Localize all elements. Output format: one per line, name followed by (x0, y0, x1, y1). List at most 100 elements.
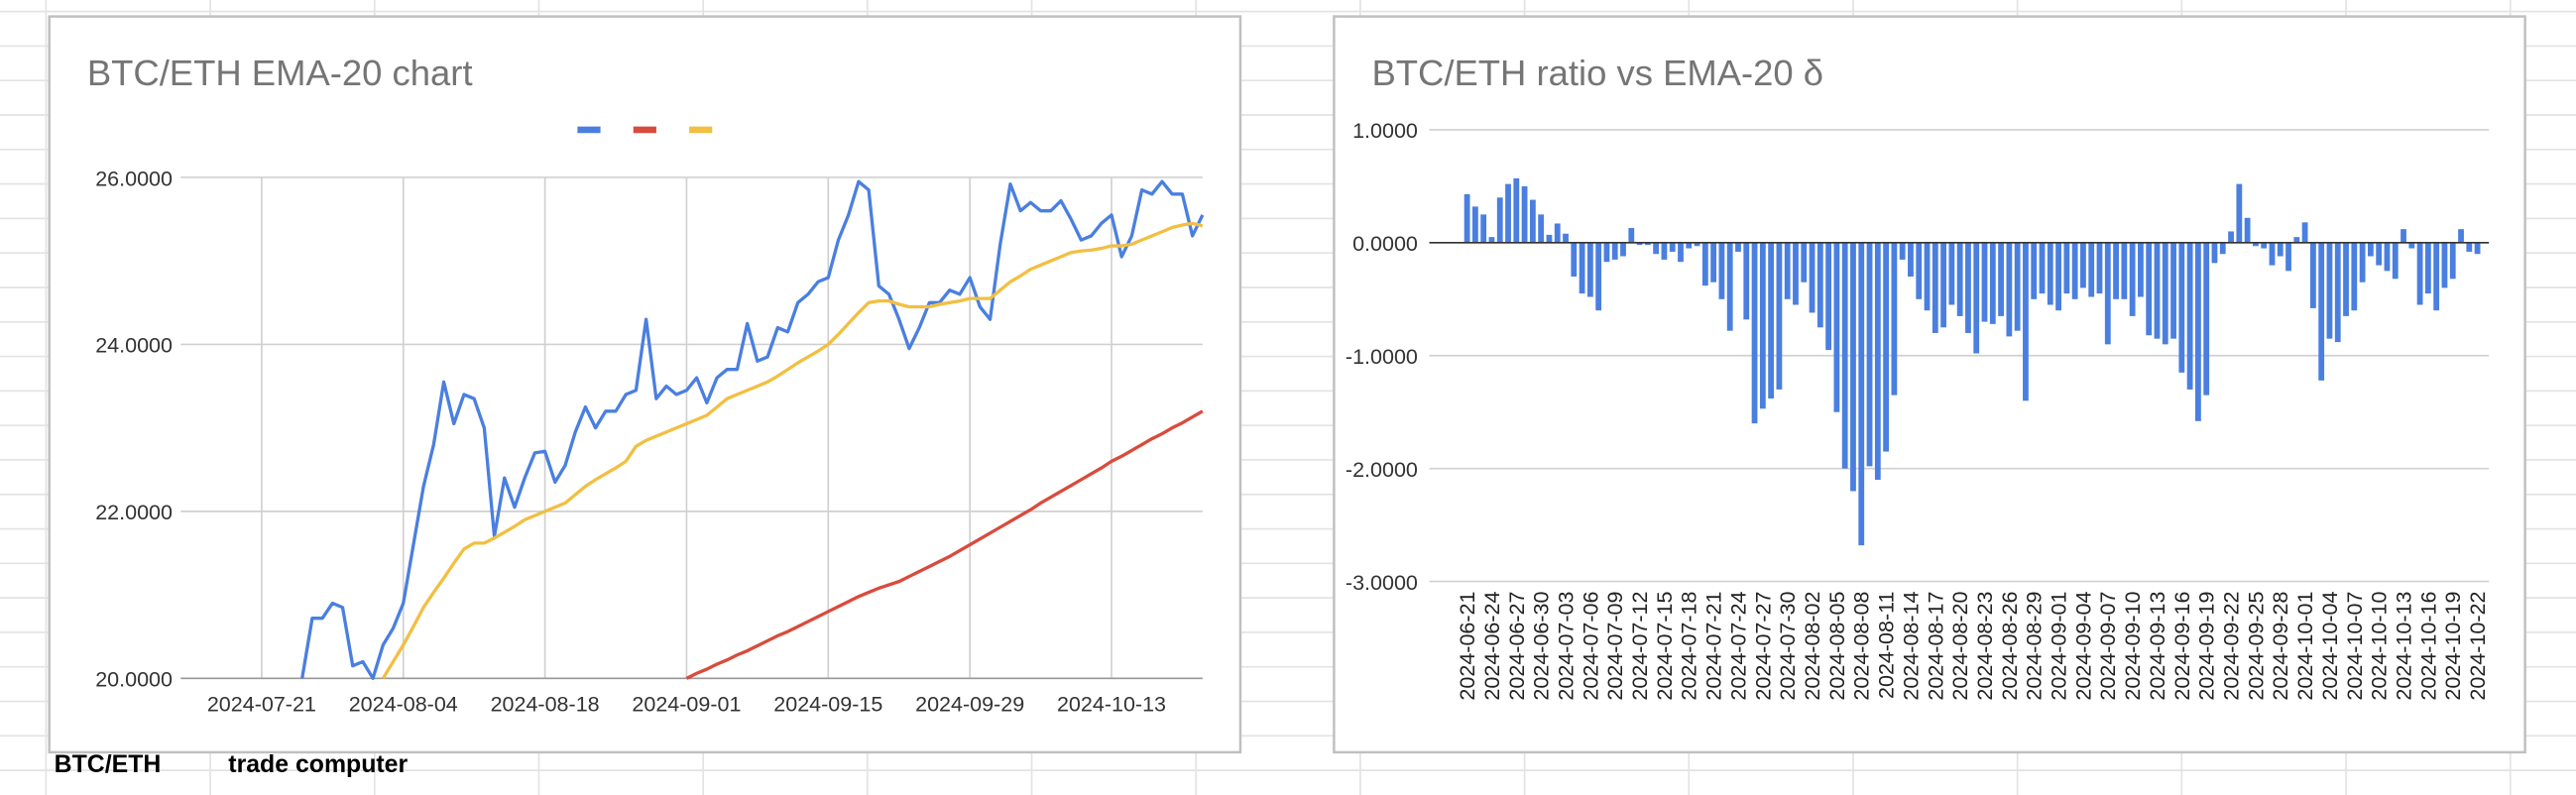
series-line (381, 221, 1204, 680)
bar (2039, 242, 2046, 294)
bar (2055, 242, 2061, 311)
bar (1981, 242, 1988, 322)
bar (2203, 242, 2210, 396)
bar (1883, 242, 1890, 452)
bar (1488, 237, 1495, 243)
bar (1965, 242, 1971, 333)
cell-text[interactable]: BTC/ETH (55, 751, 162, 778)
bar (2244, 217, 2251, 243)
bar (1620, 242, 1626, 257)
bar (1801, 242, 1808, 283)
bar (1735, 242, 1741, 252)
bar (1956, 242, 1963, 316)
x-tick-label: 2024-08-29 (2023, 592, 2047, 701)
bar (2063, 242, 2070, 294)
x-tick-label: 2024-07-21 (1702, 592, 1726, 701)
x-tick-label: 2024-09-07 (2096, 592, 2120, 701)
bar (1480, 214, 1487, 243)
bar (1866, 242, 1873, 467)
bar (1874, 242, 1881, 481)
y-tick-label: 1.0000 (1352, 119, 1418, 143)
chart-frame (48, 15, 1242, 754)
bar (1586, 242, 1593, 297)
bar (1661, 242, 1668, 260)
y-tick-label: -1.0000 (1346, 345, 1418, 369)
y-tick-label: 22.0000 (95, 501, 173, 524)
y-tick-label: -3.0000 (1346, 571, 1418, 595)
x-tick-label: 2024-06-21 (1456, 592, 1479, 701)
bar (1603, 242, 1610, 263)
y-tick-label: 20.0000 (95, 668, 173, 692)
x-tick-label: 2024-09-28 (2269, 591, 2292, 700)
x-tick-label: 2024-08-23 (1973, 591, 1997, 700)
bar (2269, 242, 2276, 266)
x-tick-label: 2024-10-01 (2293, 592, 2317, 701)
bar (1816, 242, 1823, 328)
series-line (685, 409, 1204, 680)
bar (2384, 242, 2391, 272)
y-tick-label: 26.0000 (95, 167, 173, 190)
x-tick-label: 2024-09-01 (632, 692, 741, 716)
bar (2474, 242, 2481, 255)
bar (2433, 242, 2440, 311)
x-tick-label: 2024-07-27 (1751, 592, 1775, 701)
bar (1940, 242, 1946, 328)
bar (2253, 242, 2259, 247)
bar (1636, 242, 1643, 246)
bar (2261, 242, 2268, 249)
bar (1644, 242, 1651, 246)
bar (2301, 222, 2308, 243)
bar (1932, 242, 1938, 333)
bar (1529, 199, 1536, 243)
x-tick-label: 2024-10-10 (2368, 591, 2392, 700)
x-tick-label: 2024-09-16 (2170, 591, 2194, 700)
x-tick-label: 2024-09-13 (2146, 591, 2169, 700)
bar (2277, 242, 2283, 257)
bar (1628, 228, 1635, 243)
bar (1521, 185, 1528, 243)
bar (2441, 242, 2448, 288)
bar (1611, 242, 1618, 260)
x-tick-label: 2024-08-20 (1948, 591, 1972, 700)
x-tick-label: 2024-09-29 (915, 692, 1024, 716)
bar (1809, 242, 1815, 313)
bar (1546, 234, 1553, 243)
x-tick-label: 2024-07-09 (1603, 592, 1627, 701)
chart-frame (1333, 15, 2526, 754)
bar (2129, 242, 2136, 316)
bar (1726, 242, 1733, 331)
bar (2146, 242, 2153, 336)
bar (2096, 242, 2103, 294)
x-tick-label: 2024-08-17 (1924, 592, 1947, 701)
bar (2104, 242, 2111, 345)
x-tick-label: 2024-07-21 (207, 692, 316, 716)
x-tick-label: 2024-08-26 (1998, 591, 2022, 700)
bar (1686, 242, 1693, 249)
bar (2309, 242, 2316, 308)
bar (1998, 242, 2004, 316)
bar (1858, 242, 1865, 546)
x-tick-label: 2024-08-05 (1825, 591, 1849, 700)
cell-text[interactable]: trade computer (228, 751, 408, 778)
bar (1924, 242, 1931, 311)
x-tick-label: 2024-09-04 (2071, 591, 2095, 700)
x-tick-label: 2024-09-19 (2195, 592, 2219, 701)
bar (1710, 242, 1717, 283)
bar (2293, 237, 2300, 243)
bar (2047, 242, 2053, 305)
bar (2178, 242, 2185, 373)
bar (2326, 242, 2333, 339)
bar (2031, 242, 2038, 299)
bar (2351, 242, 2358, 311)
x-tick-label: 2024-07-12 (1628, 592, 1652, 701)
bar (2113, 242, 2119, 299)
chart: BTC/ETH ratio vs EMA-20 δ 1.0000 0.0000 -1.… (1333, 15, 2526, 754)
bar (1554, 223, 1561, 243)
x-tick-label: 2024-07-03 (1554, 591, 1578, 700)
x-tick-label: 2024-08-04 (349, 692, 458, 716)
bar (1784, 242, 1791, 299)
x-tick-label: 2024-07-30 (1776, 591, 1800, 700)
bar (1776, 242, 1783, 390)
bar (2170, 242, 2176, 339)
bar (1973, 242, 1980, 354)
